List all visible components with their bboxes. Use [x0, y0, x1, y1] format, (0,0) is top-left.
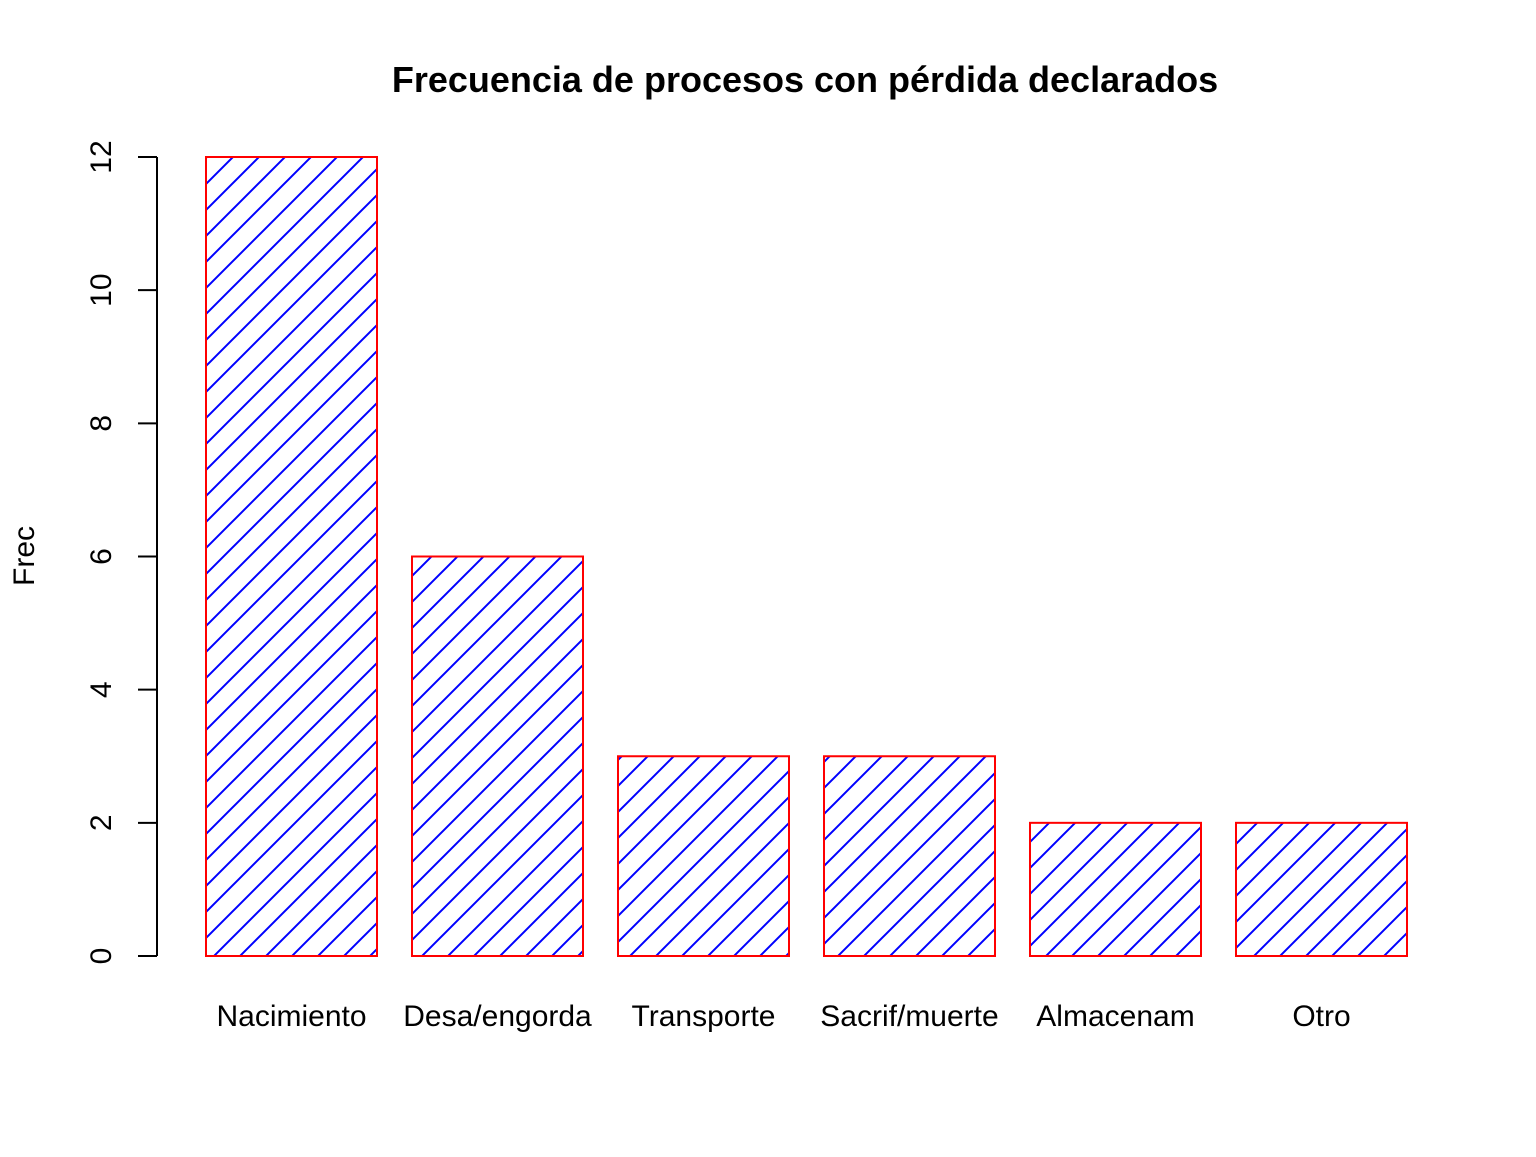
x-category-label: Otro [1292, 1000, 1350, 1033]
x-category-label: Desa/engorda [403, 1000, 592, 1033]
y-tick-label: 12 [85, 140, 118, 173]
bar-desa-engorda [411, 555, 584, 957]
x-category-label: Almacenam [1036, 1000, 1194, 1033]
bar-otro [1235, 821, 1408, 957]
y-tick-label: 8 [85, 415, 118, 432]
y-tick-label: 10 [85, 273, 118, 306]
y-tick-label: 2 [85, 814, 118, 831]
y-tick-label: 0 [85, 948, 118, 965]
bar-transporte [617, 755, 790, 957]
y-tick-label: 4 [85, 681, 118, 698]
x-axis-labels: Nacimiento Desa/engorda Transporte Sacrif/m… [216, 1000, 1350, 1033]
bar-nacimiento [205, 156, 378, 957]
chart-title: Frecuencia de procesos con pérdida decla… [392, 59, 1218, 100]
y-axis: 0 2 4 6 8 10 12 [85, 140, 158, 965]
y-axis-label: Frec [8, 526, 41, 586]
y-tick-label: 6 [85, 548, 118, 565]
x-category-label: Nacimiento [216, 1000, 366, 1033]
bar-almacenam [1029, 821, 1202, 957]
x-category-label: Sacrif/muerte [820, 1000, 998, 1033]
bar-sacrif-muerte [823, 755, 996, 957]
bars-group [205, 156, 1408, 957]
x-category-label: Transporte [632, 1000, 776, 1033]
